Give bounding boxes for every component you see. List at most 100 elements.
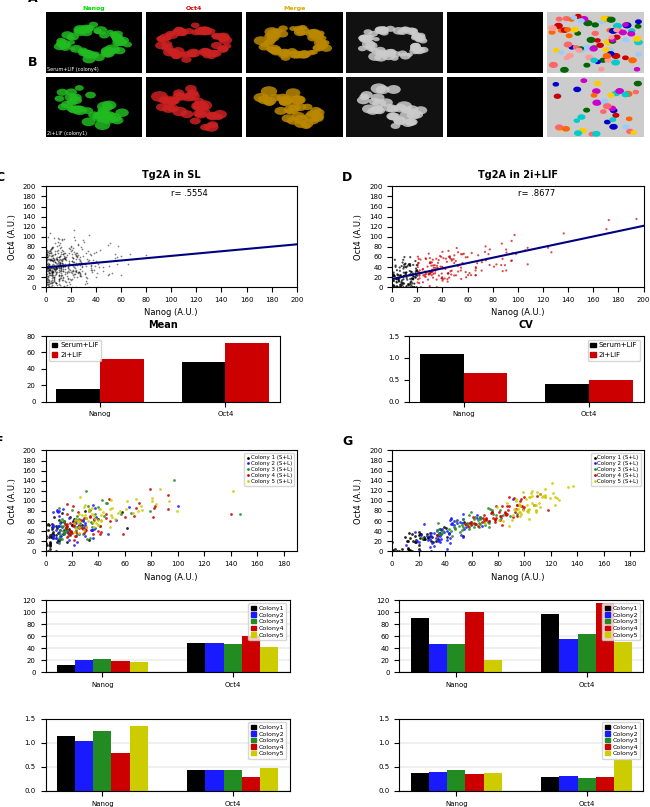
Colony 2 (S+L) xyxy=(424,533,435,546)
Circle shape xyxy=(401,27,411,33)
Point xyxy=(46,275,57,288)
Point xyxy=(56,271,66,284)
Point xyxy=(107,266,117,279)
Point xyxy=(52,266,62,278)
Circle shape xyxy=(207,50,219,57)
Point xyxy=(42,251,53,264)
Colony 5 (S+L) xyxy=(87,501,98,514)
Circle shape xyxy=(218,35,229,42)
Colony 3 (S+L) xyxy=(70,521,81,533)
Point xyxy=(42,260,53,273)
Point xyxy=(57,258,67,271)
Circle shape xyxy=(184,28,194,34)
Point xyxy=(84,253,95,266)
Circle shape xyxy=(627,129,633,133)
Circle shape xyxy=(387,105,398,113)
Circle shape xyxy=(102,101,116,110)
Colony 2 (S+L) xyxy=(71,516,81,529)
Point xyxy=(64,280,74,293)
Point xyxy=(49,272,59,285)
Colony 1 (S+L) xyxy=(46,529,56,541)
Circle shape xyxy=(569,18,574,21)
Colony 3 (S+L) xyxy=(450,521,460,534)
Circle shape xyxy=(196,100,212,111)
Point xyxy=(41,257,51,270)
Colony 2 (S+L) xyxy=(422,529,433,542)
Circle shape xyxy=(593,100,601,105)
Colony 1 (S+L) xyxy=(426,535,437,548)
Colony 3 (S+L) xyxy=(475,511,486,524)
Colony 4 (S+L) xyxy=(495,513,506,526)
Point xyxy=(47,281,57,294)
Point xyxy=(425,257,436,270)
Point xyxy=(80,277,90,290)
Circle shape xyxy=(564,56,569,60)
Circle shape xyxy=(617,29,622,32)
Colony 5 (S+L) xyxy=(147,492,157,505)
Colony 3 (S+L) xyxy=(86,516,96,529)
Colony 4 (S+L) xyxy=(77,521,87,534)
Colony 1 (S+L) xyxy=(41,519,51,532)
Point xyxy=(405,268,415,281)
Legend: Colony 1 (S+L), Colony 2 (S+L), Colony 3 (S+L), Colony 4 (S+L), Colony 5 (S+L): Colony 1 (S+L), Colony 2 (S+L), Colony 3… xyxy=(244,454,294,486)
Colony 2 (S+L) xyxy=(477,519,488,532)
Colony 3 (S+L) xyxy=(101,497,111,510)
Circle shape xyxy=(187,90,199,97)
Point xyxy=(76,270,86,282)
Point xyxy=(83,245,94,257)
Colony 5 (S+L) xyxy=(508,508,519,521)
Point xyxy=(408,270,418,282)
Colony 5 (S+L) xyxy=(105,503,115,516)
Circle shape xyxy=(601,16,608,21)
Point xyxy=(42,253,53,266)
Point xyxy=(413,261,423,274)
Colony 4 (S+L) xyxy=(70,529,80,542)
Bar xyxy=(420,353,463,402)
Point xyxy=(444,250,454,263)
Colony 4 (S+L) xyxy=(463,519,473,532)
Circle shape xyxy=(158,96,170,104)
Point xyxy=(49,261,59,274)
Colony 5 (S+L) xyxy=(540,491,551,504)
Circle shape xyxy=(163,48,176,56)
Colony 1 (S+L) xyxy=(45,542,55,555)
Circle shape xyxy=(293,26,304,32)
Circle shape xyxy=(573,46,578,49)
Colony 1 (S+L) xyxy=(400,530,410,543)
Colony 4 (S+L) xyxy=(70,530,81,543)
Point xyxy=(406,276,416,289)
Colony 1 (S+L) xyxy=(77,518,88,531)
Circle shape xyxy=(102,50,113,57)
Point xyxy=(447,264,457,277)
Circle shape xyxy=(363,29,372,35)
Colony 2 (S+L) xyxy=(90,501,100,514)
Point xyxy=(44,257,55,270)
Colony 5 (S+L) xyxy=(94,513,104,526)
Colony 5 (S+L) xyxy=(73,515,84,528)
Point xyxy=(51,250,62,263)
Point xyxy=(56,270,66,282)
Colony 1 (S+L) xyxy=(407,545,417,558)
Colony 2 (S+L) xyxy=(456,529,466,541)
Point xyxy=(71,281,81,294)
Point xyxy=(44,253,55,266)
Bar xyxy=(242,636,260,672)
Circle shape xyxy=(181,52,191,57)
Circle shape xyxy=(54,43,66,50)
Circle shape xyxy=(590,47,597,51)
Circle shape xyxy=(610,109,617,112)
Circle shape xyxy=(97,102,113,111)
Point xyxy=(414,270,424,282)
Circle shape xyxy=(374,107,385,114)
Circle shape xyxy=(571,16,577,19)
Colony 4 (S+L) xyxy=(515,492,526,505)
Colony 1 (S+L) xyxy=(47,529,58,541)
Circle shape xyxy=(411,35,421,40)
Colony 4 (S+L) xyxy=(486,505,497,518)
Colony 2 (S+L) xyxy=(460,521,471,533)
Point xyxy=(398,281,409,294)
Point xyxy=(44,274,54,287)
Circle shape xyxy=(370,83,387,94)
Legend: Serum+LIF, 2i+LIF: Serum+LIF, 2i+LIF xyxy=(49,340,101,361)
Point xyxy=(53,232,63,245)
